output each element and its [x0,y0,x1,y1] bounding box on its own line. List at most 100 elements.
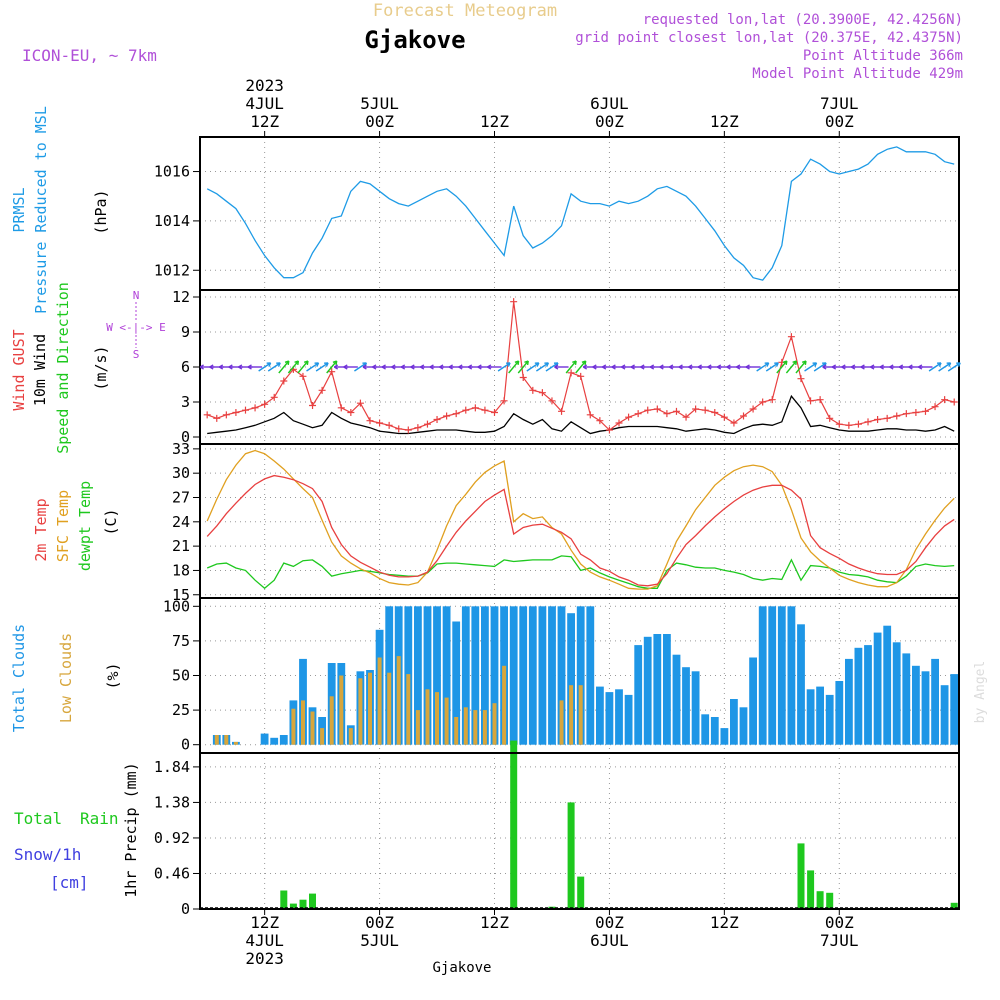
total-cloud-bar [682,667,690,745]
legend-total: Total [14,809,62,828]
gust-marker [462,406,470,414]
wind-arrow-head [870,364,875,370]
total-cloud-bar [596,686,604,745]
wind-arrow-head [333,364,339,370]
total-cloud-bar [720,728,729,745]
wind-gust-markers [203,298,958,434]
y-tick-label: 1014 [154,212,190,230]
bottom-time-label: 00Z [825,913,854,932]
total-cloud-bar [701,714,710,745]
y-tick-label: 50 [172,667,190,685]
wind-panel: 0 3 6 9 12 Wind GUST 10m Wind Speed and Dire… [10,282,961,454]
total-cloud-bar [270,737,279,745]
total-cloud-bar [548,606,556,745]
total-cloud-bar [624,694,633,745]
total-cloud-bar [940,685,949,745]
gust-marker [491,409,499,416]
gust-marker [548,397,556,405]
wind-arrow [508,360,520,374]
y-tick-label: 75 [172,632,190,650]
wind-arrow-head [332,360,338,366]
wind-arrow [765,362,779,372]
y-tick-label: 0 [181,900,190,918]
wind-arrow-head [458,364,463,370]
bottom-time-label: 2023 [245,949,284,968]
low-cloud-bar [310,711,315,745]
wind-arrow-head [812,362,818,367]
wind-arrow-head [467,364,473,370]
total-cloud-bar [777,606,786,745]
pressure-desc-label: Pressure Reduced to MSL [32,106,50,314]
gust-marker [950,398,958,406]
wind-arrow-head [294,360,300,366]
total-cloud-bar [672,654,681,745]
wind-arrow-head [688,364,693,370]
wind-arrow-head [448,364,453,370]
wind-arrow-head [343,364,348,370]
bottom-time-label: 00Z [595,913,624,932]
gust-marker [864,418,872,426]
low-cloud-bar [329,696,334,745]
total-cloud-bar [471,606,480,745]
y-tick-label: 21 [172,537,190,555]
bottom-time-label: 5JUL [360,931,399,950]
wind-arrow-head [477,364,482,370]
total-cloud-bar [414,606,422,745]
clouds-panel: 0 25 50 75 100 Total Clouds Low Clouds (%) [10,597,960,754]
top-time-label: 12Z [710,112,739,131]
low-cloud-bar [435,692,439,745]
wind-arrow-head [611,364,616,370]
wind-arrow [287,360,299,374]
wind-arrow-head [908,364,913,370]
total-cloud-bar [260,733,269,745]
total-cloud-bar [854,647,863,745]
wind-arrow [497,362,511,372]
wind-arrow [306,362,319,372]
gust-marker [280,377,288,385]
wind-arrow [545,362,559,372]
gust-marker [826,414,834,422]
bottom-time-label: 4JUL [245,931,284,950]
requested-lonlat: requested lon,lat (20.3900E, 42.4256N) [643,12,963,28]
dewpoint-label: dewpt Temp [76,481,94,571]
precip-bars [200,740,959,909]
top-time-label: 00Z [825,112,854,131]
pressure-series-label: PRMSL [10,187,28,232]
low-cloud-bar [358,678,363,745]
top-time-label: 6JUL [590,94,629,113]
gust-marker [835,420,843,428]
gust-marker [328,368,336,376]
low-cloud-bar [224,735,229,745]
wind-arrow-head [544,362,550,367]
gust-marker [941,396,949,404]
low-cloud-bar [492,703,497,745]
gust-marker [893,412,901,420]
y-tick-label: 0 [181,736,190,754]
gust-marker [251,404,259,412]
gust-marker [385,421,393,429]
pressure-unit-label: (hPa) [92,189,110,234]
top-time-label: 4JUL [245,94,284,113]
total-cloud-bar [663,634,671,745]
wind-arrow-head [918,364,923,370]
y-tick-label: 0.46 [154,864,190,882]
compass-south: S [133,348,140,361]
gust-marker [605,426,613,434]
wind-arrow-head [697,364,702,370]
gust-marker [682,413,690,421]
pressure-grid [200,137,959,290]
gust-marker [510,298,518,306]
wind-arrow [776,360,788,374]
wind-arrow [315,362,329,372]
low-cloud-bar [214,735,219,745]
y-tick-label: 1.38 [154,793,190,811]
y-tick-label: 25 [172,701,190,719]
gust-marker [232,409,240,416]
precip-frame [199,752,960,910]
temperature-unit-label: (C) [102,508,120,535]
precip-unit-label: 1hr Precip (mm) [122,762,140,897]
gust-marker [816,396,824,404]
total-cloud-bar [567,613,575,745]
grid-lonlat: grid point closest lon,lat (20.375E, 42.… [575,30,963,46]
wind-arrow [947,362,961,372]
